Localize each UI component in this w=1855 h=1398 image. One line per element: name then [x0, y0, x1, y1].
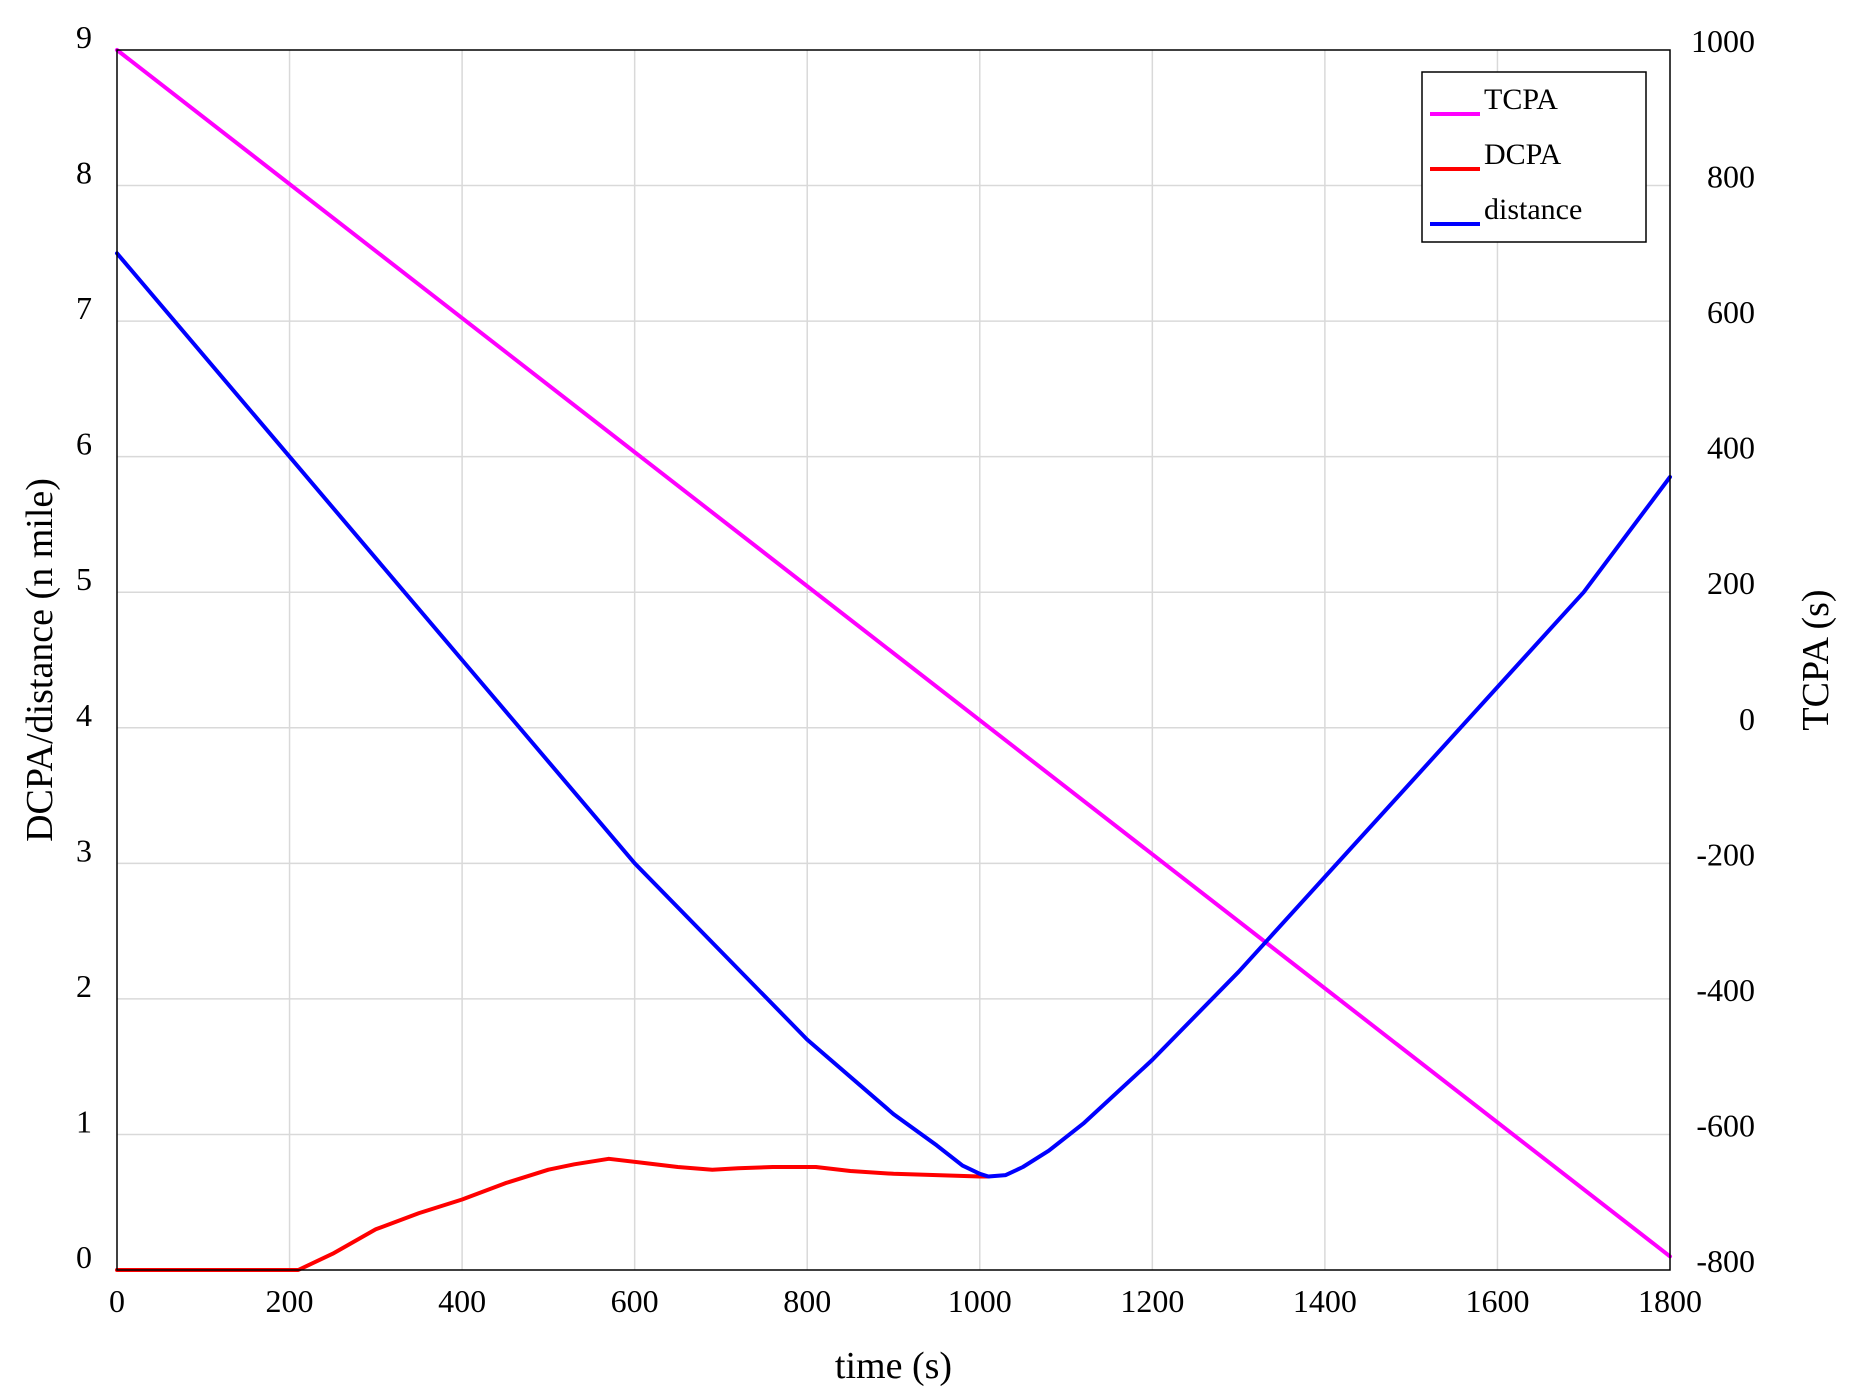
x-tick-label: 1400: [1293, 1283, 1357, 1319]
y-tick-label-right: -400: [1696, 972, 1755, 1008]
y-tick-label-left: 5: [76, 561, 92, 597]
y-tick-label-right: 1000: [1691, 23, 1755, 59]
x-tick-label: 0: [109, 1283, 125, 1319]
y-tick-label-right: 200: [1707, 565, 1755, 601]
y-tick-label-left: 4: [76, 697, 92, 733]
legend-label-dcpa: DCPA: [1484, 138, 1562, 171]
y-tick-label-right: 400: [1707, 430, 1755, 466]
x-tick-label: 800: [783, 1283, 831, 1319]
y-tick-label-right: 0: [1739, 701, 1755, 737]
x-tick-label: 200: [266, 1283, 314, 1319]
series-lines: [115, 48, 1672, 1272]
y-tick-label-left: 6: [76, 426, 92, 462]
series-line-distance: [115, 251, 1672, 1179]
series-line-tcpa: [115, 48, 1672, 1259]
x-tick-label: 1800: [1638, 1283, 1702, 1319]
y-tick-label-left: 3: [76, 832, 92, 868]
x-axis-label: time (s): [835, 1345, 952, 1387]
legend-label-tcpa: TCPA: [1484, 83, 1558, 116]
y-tick-label-left: 9: [76, 19, 92, 55]
y-axis-label-right: TCPA (s): [1795, 589, 1837, 730]
tick-labels: 0 200 400 600 800 1000 1200 1400 1600 1800 0 1 2 3 4 5 6…: [76, 19, 1755, 1319]
x-tick-label: 1000: [948, 1283, 1012, 1319]
legend-box: [1421, 71, 1647, 243]
x-tick-label: 1600: [1465, 1283, 1529, 1319]
x-tick-label: 600: [611, 1283, 659, 1319]
y-tick-label-left: 1: [76, 1103, 92, 1139]
y-tick-label-right: -200: [1696, 836, 1755, 872]
x-tick-label: 1200: [1120, 1283, 1184, 1319]
grid: [117, 50, 1670, 1270]
y-tick-label-right: -600: [1696, 1107, 1755, 1143]
series-line-dcpa: [115, 1156, 991, 1272]
y-tick-label-left: 2: [76, 968, 92, 1004]
y-axis-label-left: DCPA/distance (n mile): [19, 478, 61, 842]
y-tick-label-left: 0: [76, 1239, 92, 1275]
plot-frame: [116, 49, 1671, 1271]
legend: TCPA DCPA distance: [1421, 71, 1647, 243]
y-tick-label-left: 8: [76, 155, 92, 191]
y-tick-label-right: 600: [1707, 294, 1755, 330]
y-tick-label-left: 7: [76, 290, 92, 326]
x-tick-label: 400: [438, 1283, 486, 1319]
y-tick-label-right: -800: [1696, 1243, 1755, 1279]
legend-label-distance: distance: [1484, 193, 1582, 226]
y-tick-label-right: 800: [1707, 159, 1755, 195]
